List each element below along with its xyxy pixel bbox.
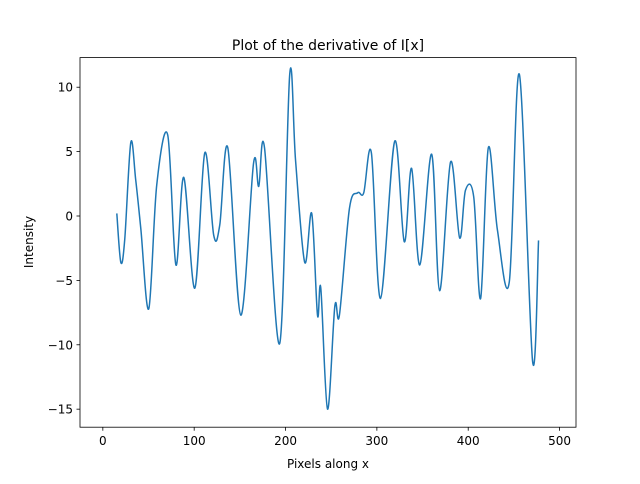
x-tick-label: 200 xyxy=(274,434,297,448)
x-tick-label: 300 xyxy=(365,434,388,448)
x-tick-label: 0 xyxy=(99,434,107,448)
y-tick-label: 5 xyxy=(65,145,73,159)
x-tick-label: 400 xyxy=(457,434,480,448)
y-tick-label: 0 xyxy=(65,210,73,224)
plot-frame xyxy=(79,57,577,428)
x-tick-label: 100 xyxy=(183,434,206,448)
x-tick-label: 500 xyxy=(548,434,571,448)
y-tick-label: −5 xyxy=(55,274,73,288)
y-tick-label: 10 xyxy=(58,81,73,95)
y-tick-label: −15 xyxy=(48,403,73,417)
data-line xyxy=(116,67,540,410)
chart-title: Plot of the derivative of I[x] xyxy=(232,38,424,54)
y-tick-label: −10 xyxy=(48,338,73,352)
y-axis-label: Intensity xyxy=(22,216,36,268)
x-axis-label: Pixels along x xyxy=(287,457,369,471)
